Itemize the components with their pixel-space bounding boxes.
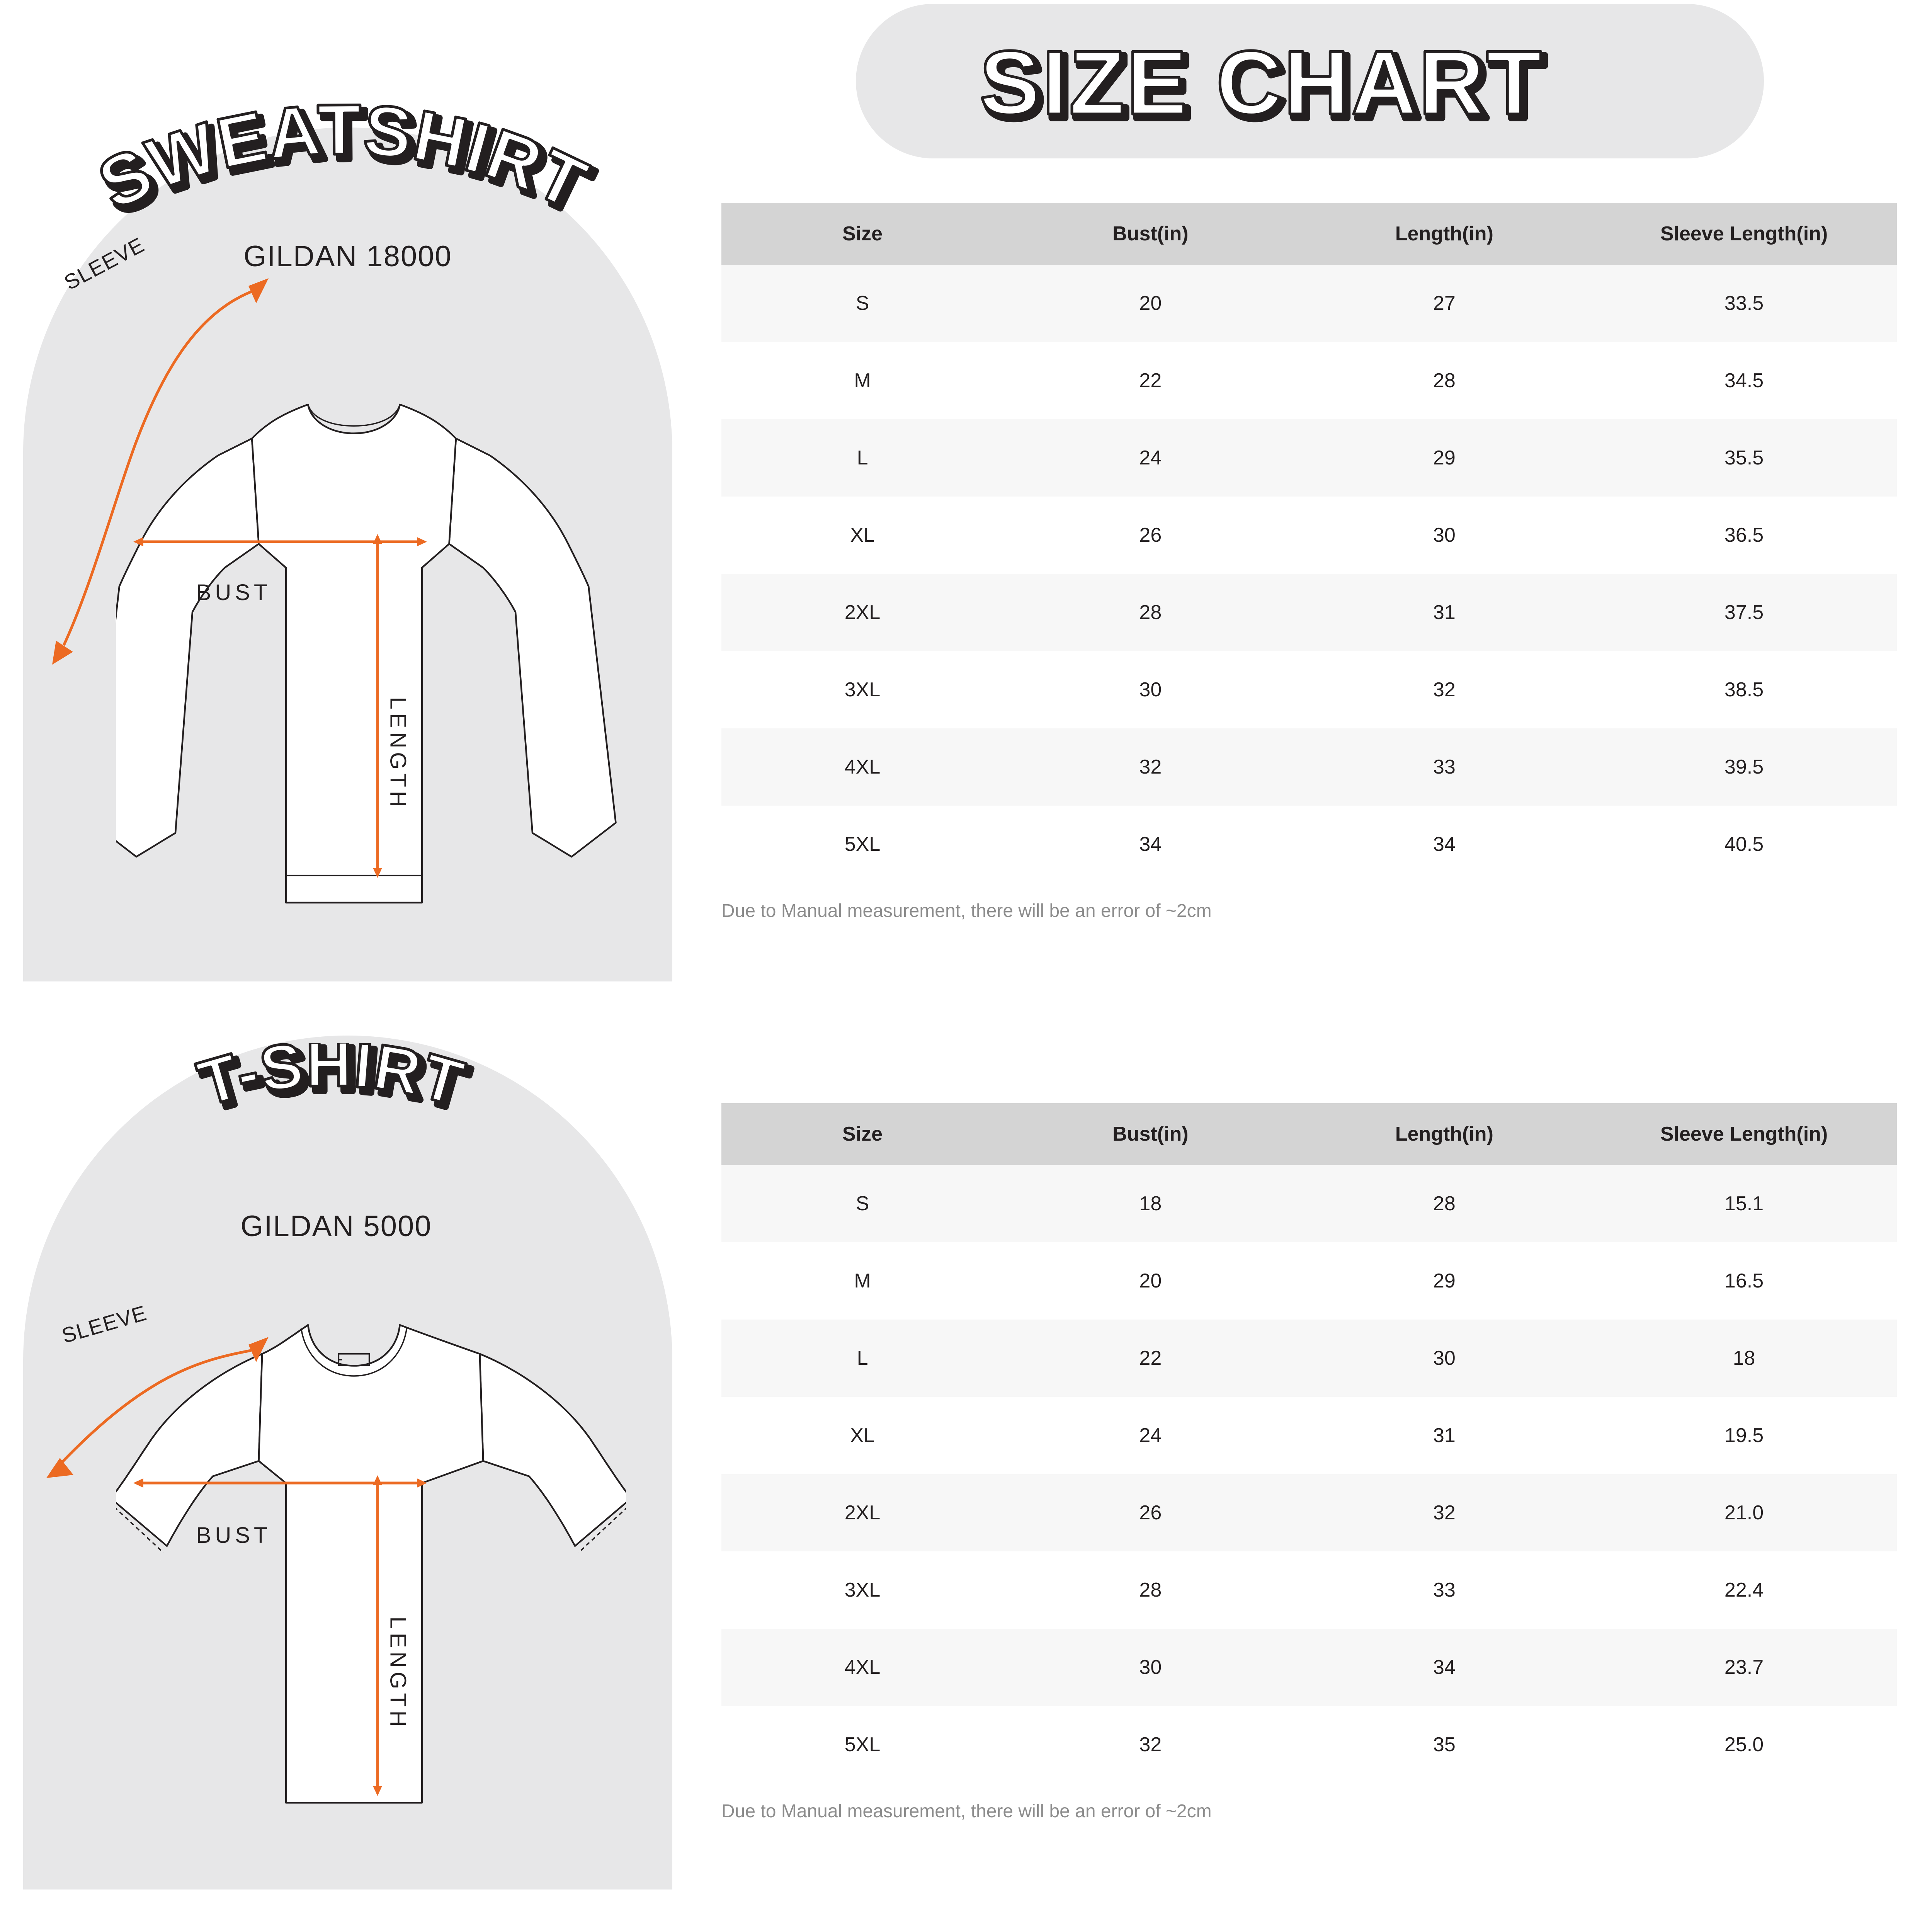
svg-text:T-SHIRT: T-SHIRT [190, 1043, 471, 1119]
svg-text:SIZE CHART: SIZE CHART [980, 32, 1544, 133]
